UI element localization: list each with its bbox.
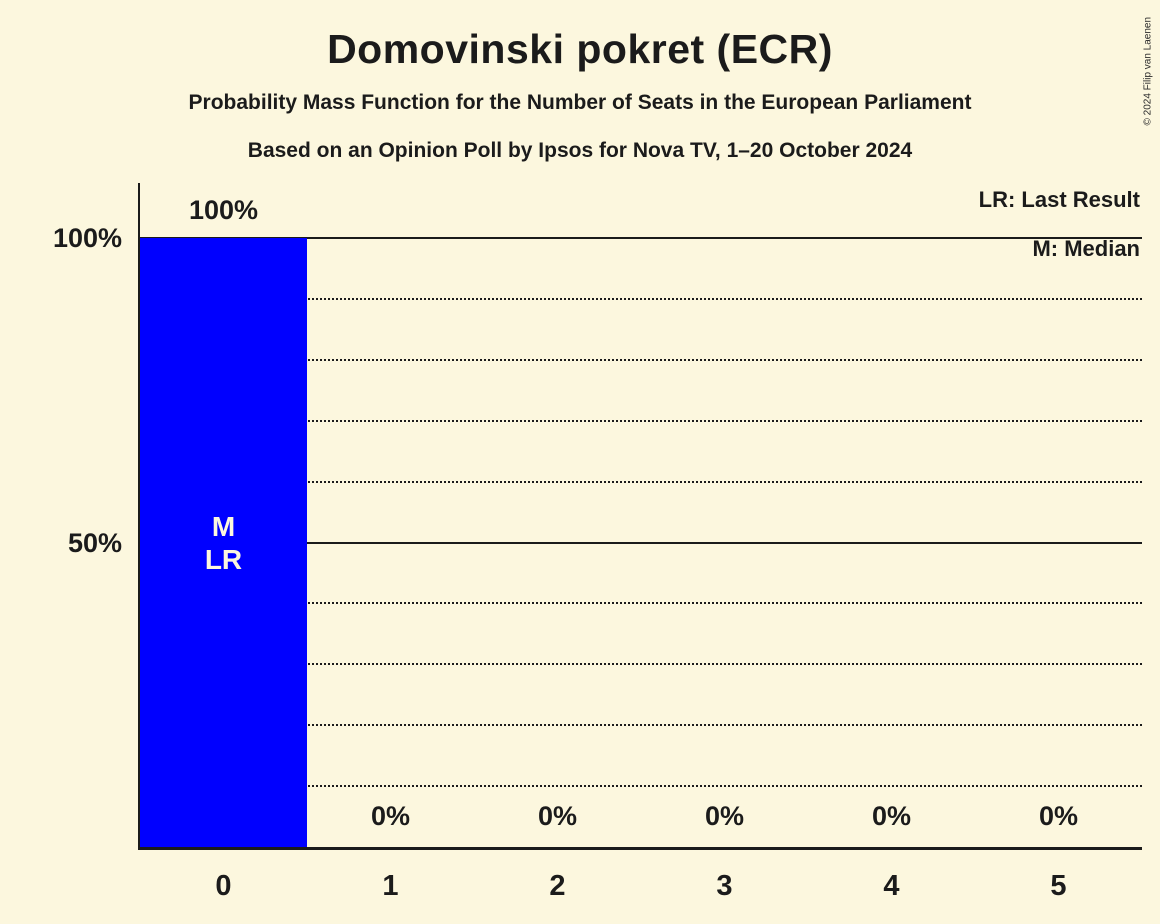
plot-area: 100% 0 0% 1 0% 2 0% 3 0% 4 0% 5 M LR	[138, 183, 1142, 902]
y-axis-label-50: 50%	[67, 527, 122, 558]
bar-value-label-5: 0%	[1038, 801, 1079, 831]
bar-annotation-median-lastresult: M LR	[140, 510, 307, 576]
x-tick-1: 1	[382, 870, 399, 902]
gridline-dotted-70	[140, 419, 1142, 422]
bar-seats-0	[140, 238, 307, 847]
y-axis-label-100: 100%	[52, 223, 122, 253]
gridline-solid-100	[140, 237, 1142, 239]
chart-subtitle-poll: Based on an Opinion Poll by Ipsos for No…	[247, 139, 913, 162]
x-tick-0: 0	[215, 870, 232, 902]
legend-median: M: Median	[1032, 236, 1140, 261]
gridline-dotted-40	[140, 602, 1142, 605]
bar-annotation-line: M	[211, 510, 236, 542]
x-tick-2: 2	[549, 870, 566, 902]
gridline-dotted-20	[140, 724, 1142, 727]
bar-value-label-0: 100%	[188, 195, 259, 225]
x-tick-3: 3	[716, 870, 733, 902]
gridline-dotted-60	[140, 480, 1142, 483]
bar-value-label-4: 0%	[871, 801, 912, 831]
gridline-dotted-90	[140, 297, 1142, 300]
chart-subtitle-method: Probability Mass Function for the Number…	[188, 91, 972, 114]
gridline-dotted-80	[140, 358, 1142, 361]
x-tick-4: 4	[883, 870, 900, 902]
chart-title: Domovinski pokret (ECR)	[327, 26, 833, 72]
gridline-dotted-10	[140, 785, 1142, 788]
gridline-solid-50	[140, 541, 1142, 544]
legend-last-result: LR: Last Result	[978, 187, 1140, 212]
bar-value-label-2: 0%	[537, 801, 578, 831]
gridline-dotted-30	[140, 663, 1142, 666]
copyright-notice: © 2024 Filip van Laenen	[1142, 16, 1154, 126]
bar-value-label-1: 0%	[370, 801, 411, 831]
bar-annotation-line: LR	[204, 543, 243, 575]
x-tick-5: 5	[1050, 870, 1067, 902]
bar-value-label-3: 0%	[704, 801, 745, 831]
